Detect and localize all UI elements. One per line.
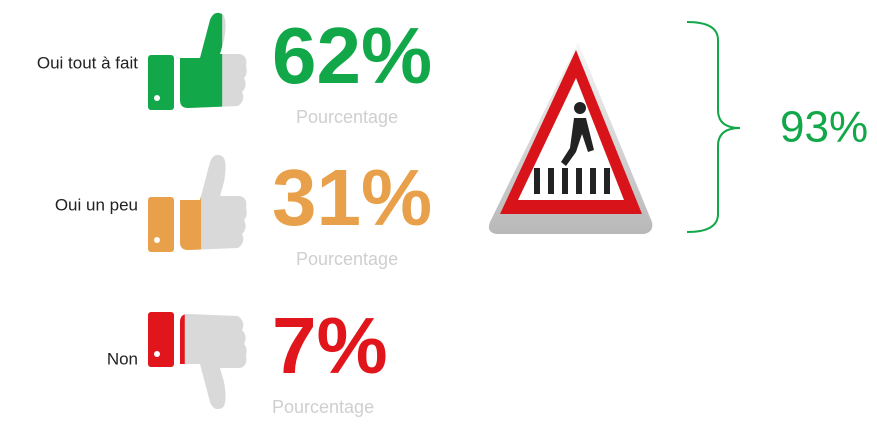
thumb-icon — [148, 312, 247, 412]
thumb-fill — [180, 10, 222, 110]
thumb-fill — [180, 312, 185, 412]
value-caption: Pourcentage — [272, 397, 374, 417]
infographic: Oui tout à fait 62% Pourcentage Oui un peu 3… — [0, 0, 877, 429]
thumb-icon — [148, 152, 247, 252]
thumb-cuff — [148, 197, 174, 252]
road-sign — [489, 42, 652, 234]
thumb-hand — [180, 314, 247, 409]
thumb-fill — [180, 152, 201, 252]
row-label: Non — [107, 349, 138, 368]
total-label: 93% — [780, 103, 868, 152]
value-label: 31% — [272, 153, 432, 242]
bracket — [687, 22, 740, 232]
thumb-icon — [148, 10, 247, 110]
value-label: 62% — [272, 11, 432, 100]
thumb-cuff — [148, 312, 174, 367]
row-label: Oui un peu — [55, 195, 138, 214]
row-label: Oui tout à fait — [37, 53, 138, 72]
cuff-dot — [154, 237, 160, 243]
value-caption: Pourcentage — [296, 107, 398, 127]
cuff-dot — [154, 95, 160, 101]
thumb-cuff — [148, 55, 174, 110]
value-label: 7% — [272, 301, 388, 390]
cuff-dot — [154, 351, 160, 357]
value-caption: Pourcentage — [296, 249, 398, 269]
